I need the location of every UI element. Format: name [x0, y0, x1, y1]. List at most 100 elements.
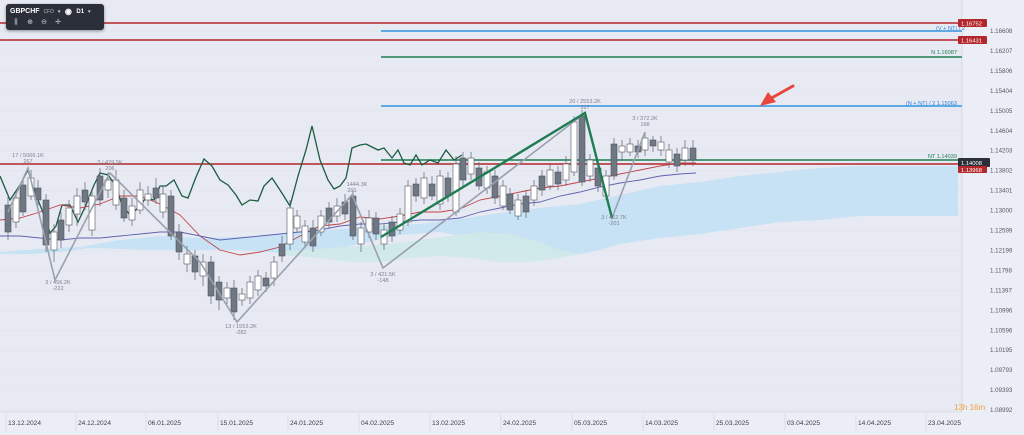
wave-label: 168	[640, 122, 649, 128]
time-axis[interactable]	[0, 412, 962, 435]
date-label: 04.02.2025	[361, 420, 394, 427]
candle	[215, 281, 223, 301]
candle	[444, 177, 452, 197]
candle	[436, 175, 444, 205]
chikou-span-line	[0, 125, 463, 235]
arrow-annotation[interactable]	[760, 84, 795, 106]
candle	[514, 199, 522, 217]
candle	[570, 121, 578, 173]
price-tag: 1.16431	[958, 36, 987, 45]
price-scale-label: 1.10996	[990, 307, 1013, 314]
candle	[404, 185, 412, 223]
date-label: 24.12.2024	[78, 420, 111, 427]
candle	[412, 183, 420, 197]
settings-icon[interactable]: ◉	[64, 6, 72, 16]
price-scale-label: 1.13802	[990, 168, 1013, 175]
date-label: 24.01.2025	[290, 420, 323, 427]
price-axis[interactable]	[962, 0, 1024, 435]
candle	[506, 193, 514, 211]
price-scale-label: 1.14203	[990, 148, 1013, 155]
candle	[286, 207, 294, 245]
wave-label: 3 / 429.5K	[97, 160, 123, 166]
candle	[104, 179, 112, 191]
price-scale-label: 1.14604	[990, 128, 1013, 135]
timeframe-selector[interactable]: D1	[76, 8, 85, 15]
wave-label: 13 / 1553.2K	[225, 324, 257, 330]
price-scale-label: 1.11397	[990, 287, 1012, 294]
candle	[665, 149, 673, 163]
svg-text:1.14008: 1.14008	[961, 161, 982, 167]
candle	[538, 175, 546, 191]
symbol-selector[interactable]: GBPCHF	[10, 8, 40, 15]
wave-projection-line[interactable]	[380, 111, 614, 239]
candle	[499, 185, 507, 207]
price-scale-label: 1.09793	[990, 367, 1013, 374]
candle	[246, 281, 254, 299]
crosshair-move-icon[interactable]: ✛	[55, 19, 61, 26]
bar-chart-icon[interactable]: ⫼	[14, 19, 18, 26]
time-scale-labels: 13.12.2024 24.12.2024 06.01.2025 15.01.2025…	[5, 414, 961, 431]
price-scale-label: 1.11798	[990, 267, 1012, 274]
candle	[57, 219, 65, 241]
level-label: (V + NT) / 2	[936, 26, 965, 32]
date-label: 25.03.2025	[716, 420, 749, 427]
candle	[491, 175, 499, 199]
wave-label: 3 / 462.7K	[601, 215, 627, 221]
candle	[357, 227, 365, 245]
zoom-out-icon[interactable]: ⊖	[41, 19, 47, 26]
price-scale-label: 1.09393	[990, 387, 1013, 394]
candle	[230, 287, 238, 313]
candle	[365, 217, 373, 233]
date-label: 13.02.2025	[432, 420, 465, 427]
price-scale-label: 1.10596	[990, 327, 1013, 334]
date-label: 24.02.2025	[503, 420, 536, 427]
price-scale-label: 1.13000	[990, 208, 1013, 215]
candle	[262, 277, 270, 287]
candle	[199, 261, 207, 277]
price-scale-label: 1.16608	[990, 28, 1013, 35]
price-scale-label: 1.15806	[990, 68, 1013, 75]
candle	[19, 184, 27, 213]
candle	[120, 197, 128, 219]
price-scale-label: 1.16207	[990, 48, 1013, 55]
candle-countdown: 13h 16m	[954, 403, 986, 412]
candle	[586, 159, 594, 177]
candle	[546, 169, 554, 187]
candle	[562, 163, 570, 181]
wave-label: -201	[608, 221, 619, 227]
candle	[578, 115, 586, 183]
symbol-toolbar[interactable]: GBPCHF CFD ▾ ◉ D1 ▾ ⫼ ⊕ ⊖ ✛	[6, 4, 104, 30]
wave-label: 3 / 372.2K	[632, 116, 658, 122]
price-scale-label: 1.10195	[990, 347, 1013, 354]
price-scale-label: 1.15005	[990, 108, 1013, 115]
date-label: 13.12.2024	[8, 420, 41, 427]
candle	[183, 253, 191, 265]
chevron-down-icon[interactable]: ▾	[88, 8, 91, 15]
date-label: 23.04.2025	[928, 420, 961, 427]
candle	[50, 231, 58, 251]
candle	[293, 215, 301, 229]
candle	[420, 177, 428, 199]
candle	[223, 287, 231, 299]
level-label: NT 1.14039	[928, 154, 957, 160]
candle	[301, 225, 309, 243]
price-scale-label: 1.12199	[990, 247, 1013, 254]
chevron-down-icon[interactable]: ▾	[57, 8, 61, 15]
candlestick-series	[4, 110, 697, 320]
candle	[42, 199, 50, 246]
candle	[610, 143, 618, 177]
candle	[278, 243, 286, 257]
date-label: 05.03.2025	[574, 420, 607, 427]
date-label: 15.01.2025	[220, 420, 253, 427]
zoom-in-icon[interactable]: ⊕	[27, 19, 33, 26]
ichimoku-cloud-upper	[0, 166, 958, 256]
candle	[681, 147, 689, 161]
wave-label: 206	[105, 166, 114, 172]
candle	[530, 185, 538, 201]
price-scale-labels: 1.16608 1.16207 1.15806 1.15404 1.15005 1.146…	[990, 28, 1013, 414]
svg-text:1.13968: 1.13968	[961, 168, 982, 174]
candle	[396, 213, 404, 231]
wave-label: -282	[235, 330, 246, 336]
